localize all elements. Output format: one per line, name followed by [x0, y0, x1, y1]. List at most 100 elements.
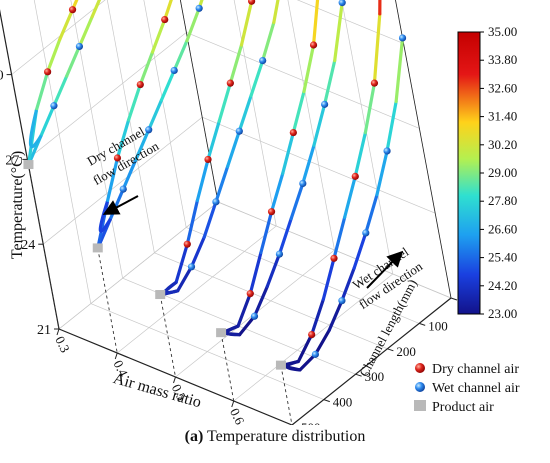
wet-channel-segment — [313, 328, 331, 356]
axis-ticks-layer: 2124273033360.30.40.50.60.70100200300400… — [0, 69, 467, 452]
wet-channel-point — [145, 126, 153, 134]
dry-channel-segment — [138, 50, 155, 87]
back-wall-gridline — [233, 0, 277, 227]
dry-channel-segment — [332, 215, 347, 260]
wet-channel-segment — [261, 20, 276, 63]
dry-channel-segment — [150, 17, 167, 54]
wet-channel-point — [212, 198, 220, 206]
wet-channel-point — [170, 66, 178, 75]
colorbar-tick-label: 25.40 — [488, 250, 517, 265]
dry-channel-segment — [239, 0, 254, 47]
wet-channel-point — [321, 100, 329, 108]
dry-channel-segment — [296, 332, 314, 364]
wet-channel-segment — [237, 94, 253, 133]
legend-wet-marker — [415, 382, 425, 392]
wet-channel-segment — [90, 0, 102, 19]
back-wall-gridline — [296, 0, 404, 44]
dry-channel-point — [161, 15, 169, 24]
wet-channel-point — [250, 312, 259, 320]
dry-channel-segment — [105, 156, 120, 204]
wet-channel-segment — [352, 231, 368, 270]
wet-channel-segment — [185, 6, 201, 43]
channel-bend — [28, 109, 43, 149]
y-axis-line — [291, 297, 452, 426]
wet-channel-point — [275, 250, 284, 258]
wet-channel-segment — [77, 15, 94, 49]
product-drop-line — [280, 365, 293, 426]
legend-wet-label: Wet channel air — [432, 381, 520, 396]
temperature-distribution-chart: 2124273033360.30.40.50.60.70100200300400… — [0, 0, 520, 452]
dry-channel-segment — [302, 43, 316, 94]
dry-channel-segment — [217, 81, 232, 123]
product-air-point — [275, 360, 286, 370]
legend-dry-label: Dry channel air — [432, 362, 519, 377]
wet-channel-point — [362, 229, 370, 237]
dry-channel-segment — [228, 43, 244, 85]
dry-channel-segment — [46, 37, 62, 74]
wet-flow-annotation: Wet channel flow direction — [350, 244, 426, 312]
wet-channel-segment — [327, 299, 344, 332]
z-axis-label: Temperature(°C) — [9, 151, 26, 259]
dry-channel-segment — [269, 171, 285, 214]
wet-channel-segment — [197, 0, 204, 10]
y-tick-mark — [387, 348, 394, 352]
legend-product-label: Product air — [432, 400, 494, 415]
dry-channel-segment — [34, 70, 50, 112]
dry-channel-segment — [310, 297, 325, 337]
wet-channel-segment — [385, 99, 398, 153]
dry-channel-point — [113, 154, 122, 162]
y-tick-mark — [450, 297, 458, 301]
floor-gridline — [186, 227, 420, 324]
x-tick-mark — [173, 376, 176, 384]
wet-channel-segment — [301, 143, 316, 186]
dry-channel-segment — [353, 130, 367, 178]
product-air-point — [155, 290, 166, 300]
colorbar-tick-label: 24.20 — [488, 278, 517, 293]
product-drop-line — [97, 248, 118, 354]
colorbar-tick-label: 23.00 — [488, 306, 517, 321]
wet-channel-point — [398, 34, 407, 42]
wet-channel-segment — [226, 129, 241, 169]
wet-channel-segment — [214, 164, 230, 204]
y-tick-label: 500 — [301, 420, 321, 425]
wet-channel-point — [195, 4, 203, 12]
dry-channel-segment — [70, 0, 79, 12]
wet-channel-segment — [147, 98, 164, 132]
channel-bend — [285, 359, 301, 372]
wet-channel-segment — [202, 200, 218, 239]
wet-channel-segment — [289, 181, 305, 221]
dry-channel-point — [204, 155, 212, 164]
box-edge — [179, 0, 219, 203]
colorbar-tick-label: 29.00 — [488, 165, 517, 180]
wet-channel-segment — [312, 102, 327, 147]
side-wall-gridline — [42, 116, 203, 245]
wet-channel-segment — [172, 39, 189, 73]
wet-channel-segment — [252, 284, 269, 318]
dry-channel-point — [370, 79, 379, 87]
wet-channel-segment — [375, 149, 389, 197]
product-air-point — [92, 243, 103, 253]
z-tick-label: 21 — [37, 323, 51, 338]
wet-channel-point — [311, 350, 319, 358]
wet-channel-segment — [189, 235, 206, 269]
y-tick-label: 100 — [428, 318, 448, 333]
channel-bend — [163, 280, 179, 295]
side-wall-gridline — [143, 0, 187, 228]
wet-channel-segment — [52, 74, 69, 108]
x-tick-label: 0.5 — [169, 382, 190, 403]
y-tick-mark — [419, 322, 426, 326]
dry-channel-segment — [259, 210, 274, 255]
colorbar-gradient — [457, 31, 481, 315]
dry-flow-arrow — [102, 195, 139, 215]
dry-channel-point — [183, 240, 191, 248]
dry-channel-point — [44, 68, 52, 76]
dry-channel-segment — [115, 118, 131, 160]
dry-channel-segment — [311, 0, 320, 47]
wet-channel-point — [299, 179, 307, 188]
wet-channel-point — [50, 102, 58, 110]
wet-channel-segment — [323, 58, 337, 106]
colorbar-tick-label: 33.80 — [488, 52, 517, 67]
wet-channel-point — [235, 127, 243, 135]
wet-channel-segment — [238, 314, 257, 337]
colorbar-tick-label: 26.60 — [488, 221, 517, 236]
